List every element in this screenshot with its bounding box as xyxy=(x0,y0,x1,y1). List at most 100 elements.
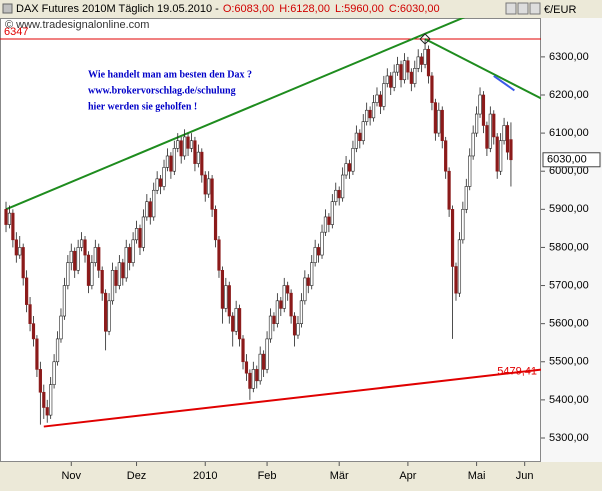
candle-body xyxy=(358,132,362,142)
candle-body xyxy=(237,308,242,340)
candle-body xyxy=(509,139,513,161)
candle-body xyxy=(392,71,396,88)
x-tick-label: Feb xyxy=(258,470,277,482)
button[interactable] xyxy=(517,2,529,15)
candle-body xyxy=(14,239,18,256)
candle-body xyxy=(7,212,12,225)
candle-body xyxy=(406,60,410,73)
y-tick-label: 5500,00 xyxy=(549,356,589,368)
candle-body xyxy=(354,132,358,149)
candle-body xyxy=(86,254,91,286)
candle-body xyxy=(169,155,173,172)
candle-body xyxy=(423,48,427,65)
candle-body xyxy=(224,285,228,309)
candle-body xyxy=(18,247,22,256)
x-tick-label: Nov xyxy=(61,470,81,482)
candle-body xyxy=(114,269,118,286)
trend-line xyxy=(424,38,541,100)
candle-body xyxy=(179,140,183,157)
candle-body xyxy=(447,170,451,210)
candle-body xyxy=(368,109,372,119)
note: hier werden sie geholfen ! xyxy=(88,101,197,112)
candle-body xyxy=(316,247,321,256)
candle-body xyxy=(227,285,231,317)
candle-body xyxy=(248,372,252,389)
candle-body xyxy=(399,64,403,81)
candle-body xyxy=(347,163,352,172)
last-price-box xyxy=(542,152,601,168)
candle-body xyxy=(200,151,204,176)
candle-body xyxy=(320,231,324,256)
candle-body xyxy=(189,140,194,149)
candle-body xyxy=(234,308,238,332)
candle-body xyxy=(62,285,67,317)
candle-body xyxy=(505,125,510,153)
candle-body xyxy=(176,140,180,149)
candle-body xyxy=(165,155,170,168)
x-tick-label: Apr xyxy=(399,470,416,482)
candle-body xyxy=(481,94,486,126)
title-value: H:6128,00 xyxy=(279,3,330,15)
plot-area xyxy=(0,18,541,462)
candle-body xyxy=(210,178,214,210)
candle-body xyxy=(495,136,499,172)
support-label: 5479,41 xyxy=(497,366,537,378)
peak-marker xyxy=(419,33,431,45)
candle-body xyxy=(186,136,190,149)
candle-body xyxy=(220,269,225,309)
x-tick-label: Jun xyxy=(516,470,534,482)
candle-body xyxy=(93,247,97,263)
candle-body xyxy=(148,201,152,218)
candle-body xyxy=(262,353,266,370)
candle-body xyxy=(471,132,475,157)
candle-body xyxy=(121,262,125,279)
candle-body xyxy=(172,148,176,172)
candle-body xyxy=(52,361,56,385)
candle-body xyxy=(241,338,245,363)
candle-body xyxy=(272,315,276,324)
candle-body xyxy=(450,209,455,267)
candle-body xyxy=(371,102,376,119)
candle-body xyxy=(275,300,279,324)
candle-body xyxy=(104,292,108,332)
candle-body xyxy=(38,369,42,393)
candle-body xyxy=(79,239,84,248)
candle-body xyxy=(382,83,386,107)
candle-body xyxy=(279,300,283,309)
candle-body xyxy=(90,262,94,286)
candle-body xyxy=(265,338,269,370)
candle-body xyxy=(124,247,128,279)
candle-body xyxy=(73,250,77,271)
candle-body xyxy=(183,136,187,157)
candle-body xyxy=(457,239,462,294)
menu-icon[interactable] xyxy=(2,3,13,14)
candle-body xyxy=(217,239,221,271)
candle-body xyxy=(35,338,39,370)
y-tick-label: 5400,00 xyxy=(549,394,589,406)
candle-body xyxy=(375,94,379,103)
candle-body xyxy=(138,228,142,248)
candle-body xyxy=(83,239,87,256)
candle-body xyxy=(341,174,345,199)
candle-body xyxy=(292,315,297,336)
candle-body xyxy=(42,391,46,408)
y-tick-label: 6000,00 xyxy=(549,165,589,177)
candle-body xyxy=(66,262,70,286)
candle-body xyxy=(207,178,211,195)
candle-body xyxy=(303,277,307,302)
y-axis-bg xyxy=(541,18,602,462)
candle-body xyxy=(492,113,496,138)
candle-body xyxy=(433,102,437,134)
button[interactable] xyxy=(529,2,541,15)
candle-body xyxy=(454,266,458,294)
candle-body xyxy=(162,167,166,187)
candle-body xyxy=(213,209,218,241)
button[interactable] xyxy=(505,2,517,15)
candle-body xyxy=(158,178,163,187)
candle-body xyxy=(330,201,334,225)
candle-body xyxy=(286,285,290,294)
candle-body xyxy=(310,262,314,286)
candle-body xyxy=(334,189,338,202)
candle-body xyxy=(389,75,393,88)
